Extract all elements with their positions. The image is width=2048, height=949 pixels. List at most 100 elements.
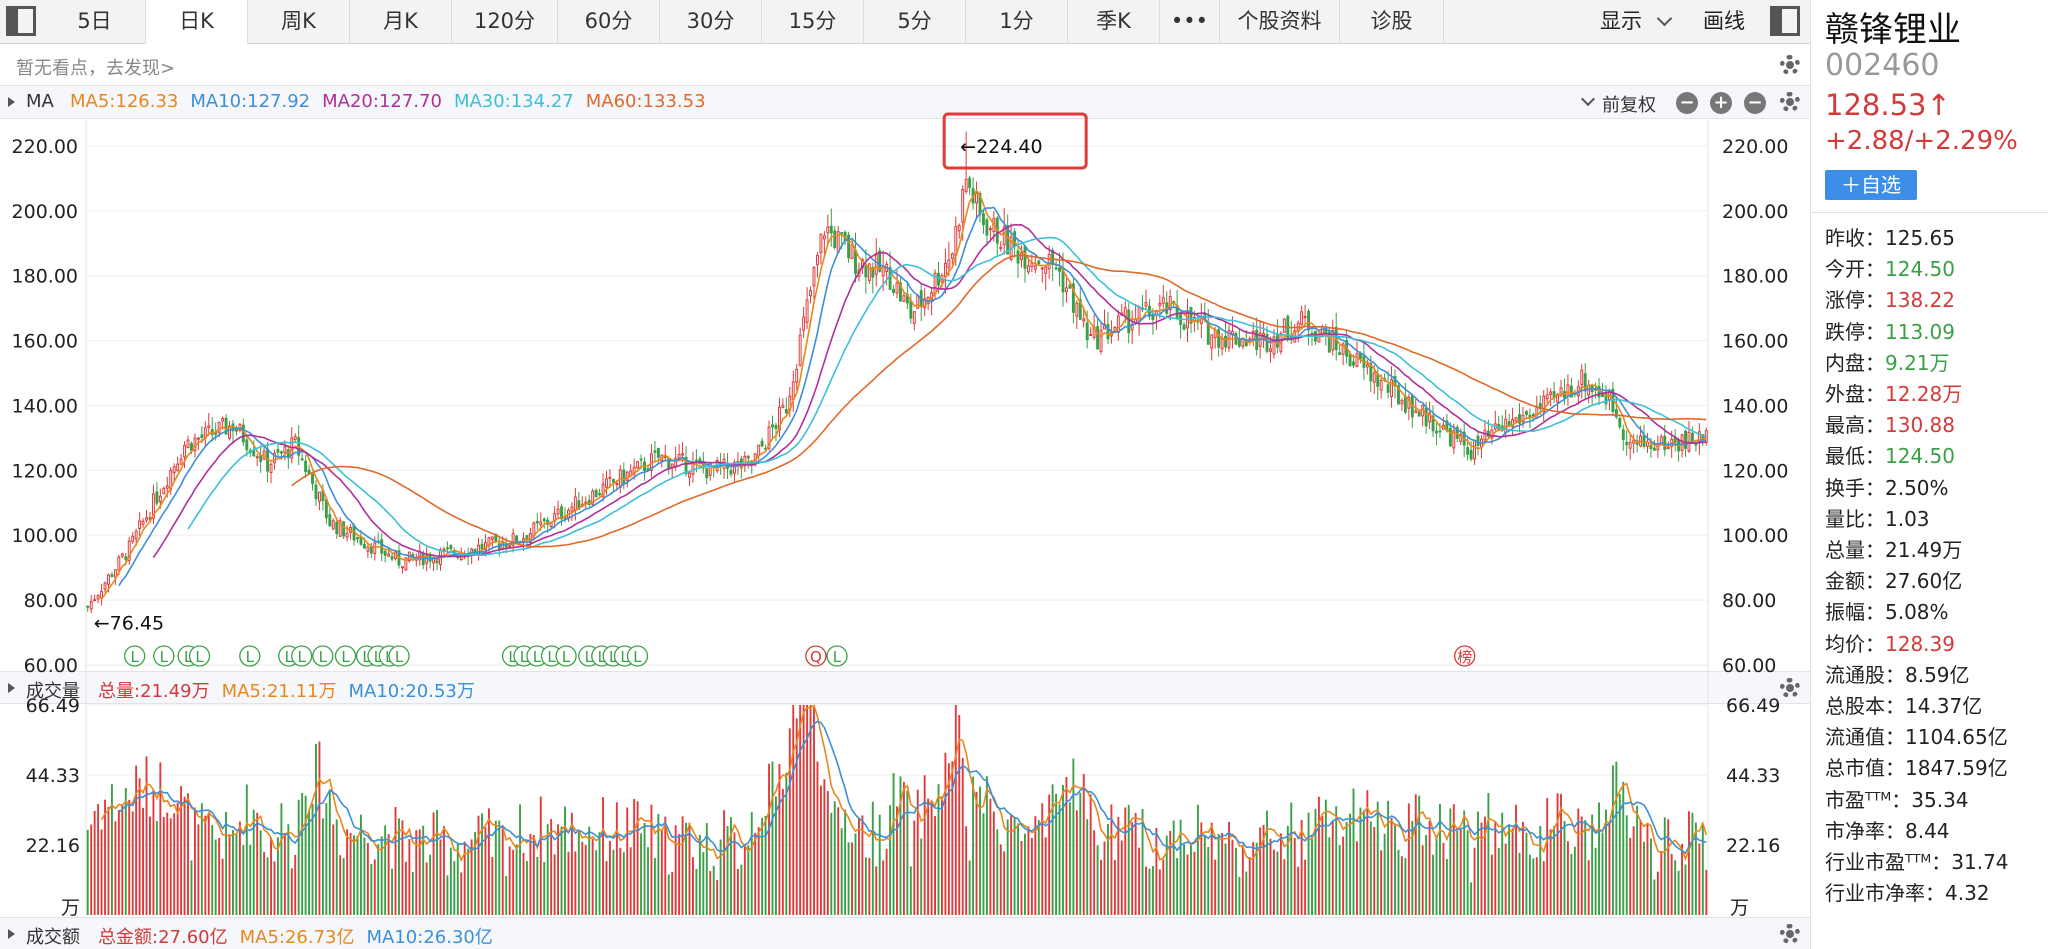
volume-bar xyxy=(1030,837,1033,915)
volume-bar xyxy=(1445,858,1448,915)
event-marker-circle xyxy=(334,645,357,667)
candle-body xyxy=(1428,412,1432,423)
remove-indicator-icon[interactable]: − xyxy=(1744,92,1766,114)
volume-bar xyxy=(238,821,241,915)
volume-bar xyxy=(1155,827,1158,915)
period-tab[interactable]: 120分 xyxy=(452,0,558,43)
volume-bar xyxy=(1573,846,1576,915)
candle-body xyxy=(1123,307,1127,317)
volume-bar xyxy=(505,876,508,915)
volume-bar xyxy=(1625,815,1628,915)
sidebar-toggle-icon[interactable] xyxy=(6,6,36,36)
add-watchlist-button[interactable]: ＋自选 xyxy=(1825,170,1917,200)
volume-bar xyxy=(1311,835,1313,915)
price-tick-label-right: 80.00 xyxy=(1722,590,1776,612)
draw-line-button[interactable]: 画线 xyxy=(1703,9,1745,33)
volume-bar xyxy=(315,743,317,915)
period-tab[interactable]: 60分 xyxy=(558,0,660,43)
more-menu-button[interactable]: ••• xyxy=(1160,0,1220,43)
period-tab[interactable]: 周K xyxy=(248,0,350,43)
volume-bar xyxy=(346,829,349,915)
adjust-mode-dropdown[interactable]: 前复权 xyxy=(1602,95,1656,116)
volume-bar xyxy=(799,705,802,915)
volume-bar xyxy=(1110,804,1113,915)
volume-bar xyxy=(280,803,283,915)
period-tab[interactable]: 30分 xyxy=(660,0,762,43)
gear-icon[interactable] xyxy=(1780,924,1800,944)
volume-bar xyxy=(1494,821,1497,915)
volume-bar xyxy=(854,833,857,915)
event-marker-label: L xyxy=(298,648,307,666)
volume-bar xyxy=(958,714,961,915)
volume-bar xyxy=(740,864,743,915)
volume-bar xyxy=(1200,822,1203,915)
period-tab[interactable]: 1分 xyxy=(966,0,1068,43)
stat-label: 行业市盈ᵀᵀᴹ： xyxy=(1825,850,1952,874)
candle-body xyxy=(639,458,643,461)
zoom-out-icon[interactable]: − xyxy=(1676,92,1698,114)
period-tab[interactable]: 5日 xyxy=(44,0,146,43)
candle-body xyxy=(345,532,349,538)
volume-bar xyxy=(1062,785,1064,915)
stat-value: 125.65 xyxy=(1885,226,1955,250)
caret-right-icon[interactable] xyxy=(8,683,15,693)
candle-body xyxy=(1549,391,1553,395)
zoom-in-icon[interactable]: + xyxy=(1710,92,1732,114)
volume-bar xyxy=(1044,837,1047,915)
volume-bar xyxy=(328,790,331,915)
candle-body xyxy=(1542,395,1546,413)
candle-body xyxy=(636,461,640,469)
volume-bar xyxy=(1089,794,1092,915)
volume-bar xyxy=(1103,841,1106,915)
period-tab[interactable]: 季K xyxy=(1068,0,1160,43)
caret-right-icon[interactable] xyxy=(8,97,15,107)
volume-bar xyxy=(813,707,815,915)
period-tab[interactable]: 15分 xyxy=(762,0,864,43)
volume-bar xyxy=(1134,812,1137,915)
candle-body xyxy=(1469,449,1473,460)
volume-bar xyxy=(1224,843,1227,915)
candle-body xyxy=(338,520,342,537)
volume-bar xyxy=(619,847,622,915)
gear-icon[interactable] xyxy=(1780,55,1800,75)
volume-bar xyxy=(1598,802,1601,915)
period-tab[interactable]: 日K xyxy=(146,0,248,44)
volume-bar xyxy=(965,826,968,915)
volume-bar xyxy=(844,809,847,915)
period-tab[interactable]: 5分 xyxy=(864,0,966,43)
volume-bar xyxy=(1093,830,1096,915)
volume-bar xyxy=(294,854,297,915)
volume-bar xyxy=(608,840,611,915)
candle-body xyxy=(269,463,273,474)
volume-bar xyxy=(297,799,300,915)
volume-bar xyxy=(615,802,618,915)
volume-bar xyxy=(1210,822,1213,915)
volume-bar xyxy=(1252,842,1255,915)
volume-bar xyxy=(1034,816,1037,915)
volume-bar xyxy=(685,822,687,915)
period-tab[interactable]: 月K xyxy=(350,0,452,43)
hint-link[interactable]: 暂无看点，去发现> xyxy=(16,58,176,79)
candle-body xyxy=(1511,419,1515,428)
volume-bar xyxy=(1383,833,1386,915)
gear-icon[interactable] xyxy=(1780,92,1800,112)
candle-body xyxy=(1144,302,1148,307)
candle-body xyxy=(1431,415,1435,432)
display-dropdown[interactable]: 显示 xyxy=(1600,0,1672,43)
gear-icon[interactable] xyxy=(1780,678,1800,698)
volume-bar xyxy=(671,872,674,915)
kline-chart[interactable]: 220.00 220.00 200.00 200.00 180.00 180.00 160.… xyxy=(0,0,1810,949)
diagnose-tab[interactable]: 诊股 xyxy=(1340,0,1444,43)
candle-body xyxy=(1566,384,1570,397)
caret-right-icon[interactable] xyxy=(8,929,15,939)
volume-bar xyxy=(660,829,663,915)
volume-bar xyxy=(1013,817,1016,915)
volume-bar xyxy=(657,813,660,915)
volume-bar xyxy=(501,825,504,915)
stock-profile-tab[interactable]: 个股资料 xyxy=(1220,0,1340,43)
ma-legend-bar: MA MA5:126.33 MA10:127.92 MA20:127.70 MA30:… xyxy=(0,86,1810,119)
candle-body xyxy=(311,473,314,485)
panel-toggle-icon[interactable] xyxy=(1770,6,1800,36)
candle-body xyxy=(560,506,563,520)
volume-bar xyxy=(1508,824,1511,915)
